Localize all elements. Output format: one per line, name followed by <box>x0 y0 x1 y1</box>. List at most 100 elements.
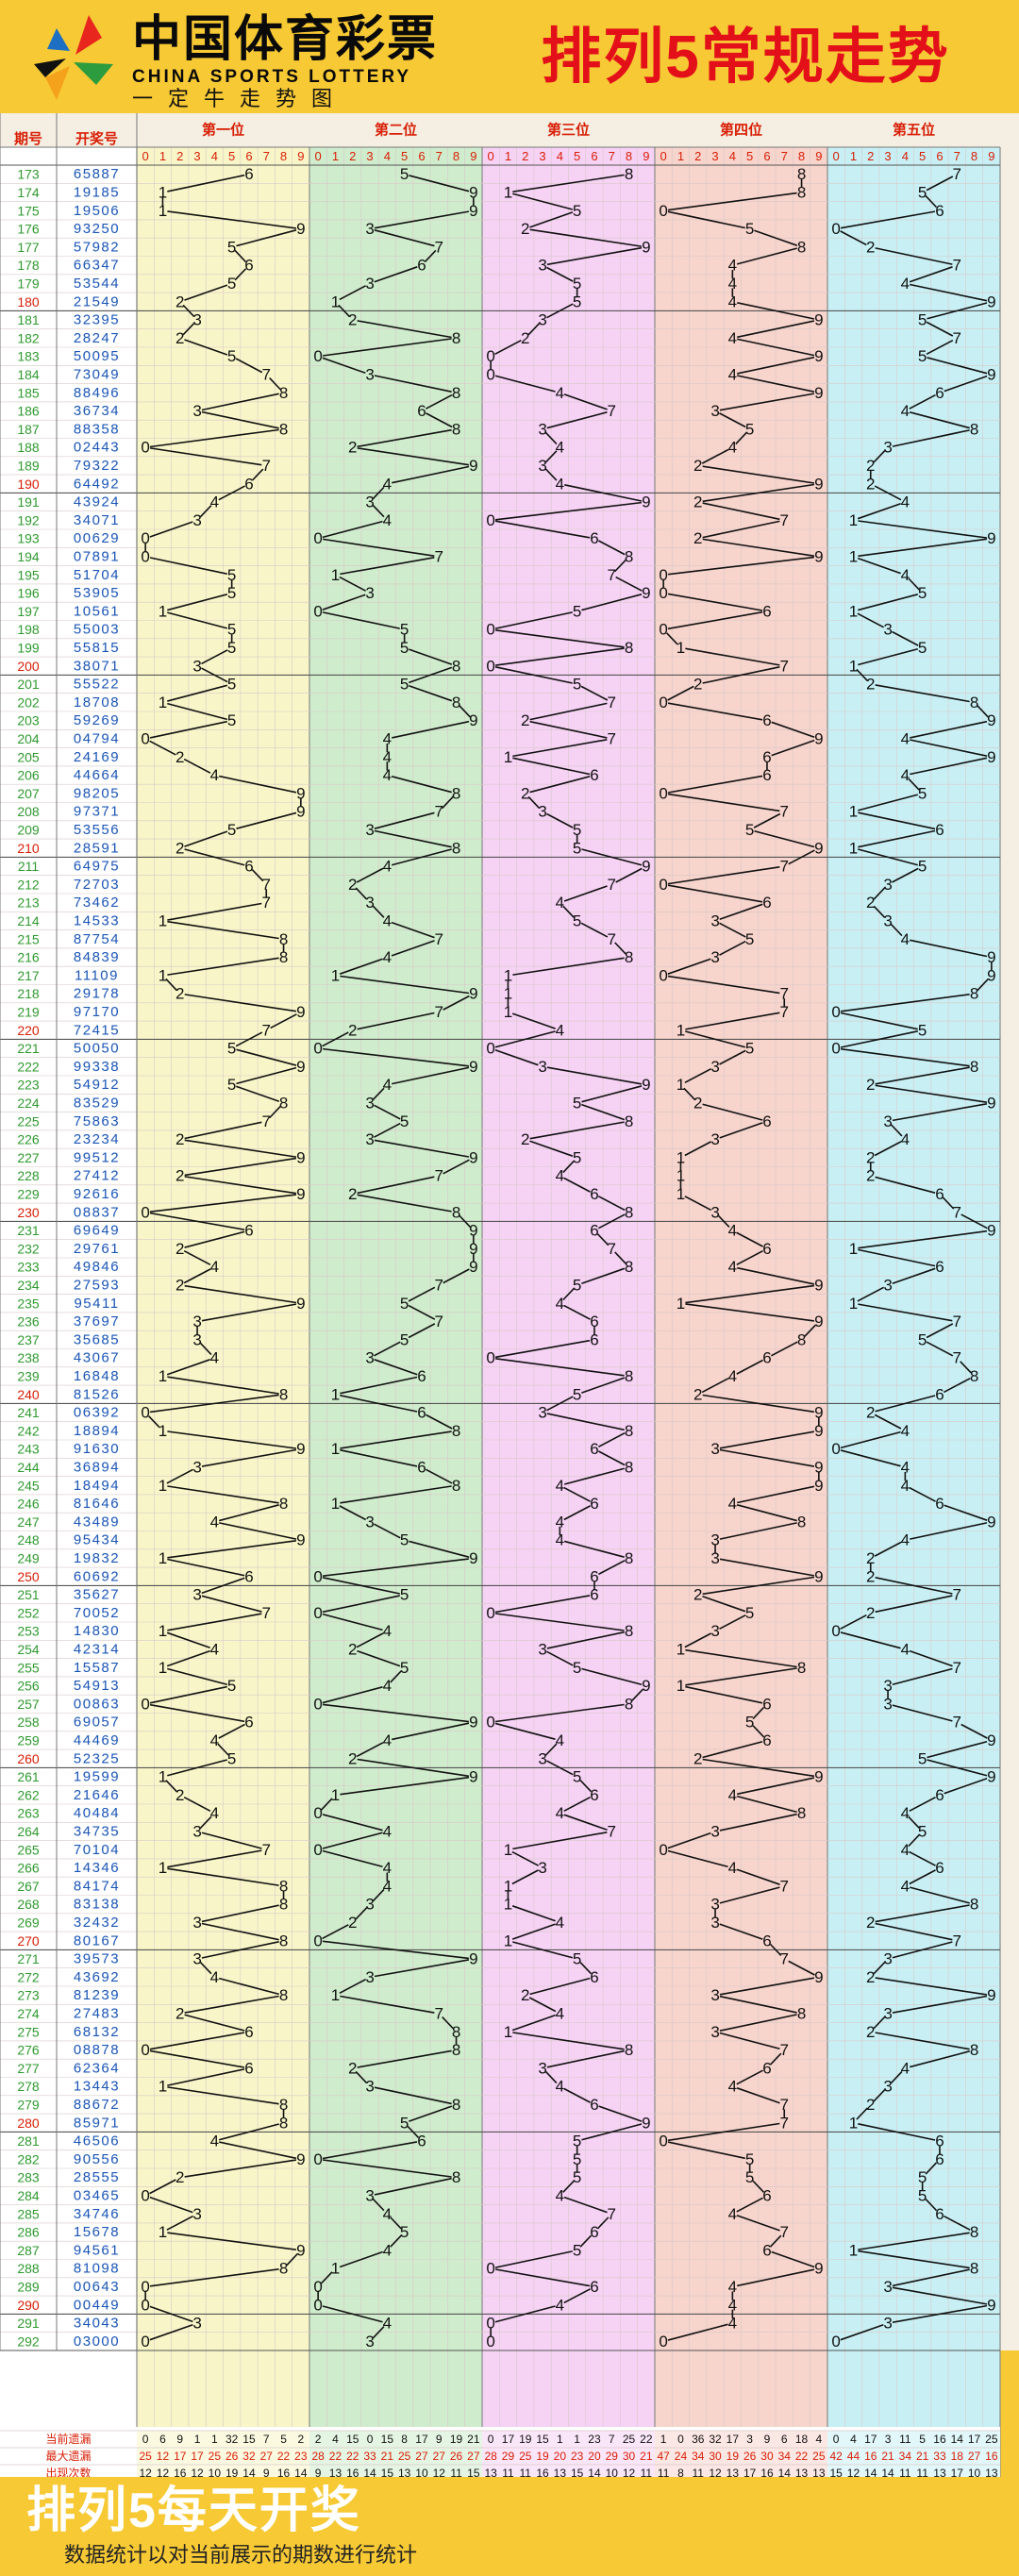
trend-line-pos-3 <box>495 647 625 666</box>
digit-mark-pos-1: 3 <box>192 1586 201 1604</box>
issue-label: 189 <box>17 458 40 473</box>
stats-value: 6 <box>781 2433 788 2446</box>
digit-mark-pos-2: 2 <box>348 1749 357 1767</box>
digit-mark-pos-3: 4 <box>556 439 564 457</box>
trend-line-pos-5 <box>944 1504 988 1521</box>
trend-line-pos-5 <box>943 2215 971 2231</box>
digit-mark-pos-4: 1 <box>677 1185 685 1203</box>
stats-value: 13 <box>329 2467 342 2477</box>
stats-value: 12 <box>709 2467 722 2477</box>
trend-line-pos-5 <box>927 1759 988 1777</box>
trend-line-pos-2 <box>339 958 383 975</box>
trend-line-pos-4 <box>667 793 780 812</box>
stats-value: 5 <box>919 2433 926 2446</box>
trend-line-pos-5 <box>910 720 988 739</box>
digit-mark-pos-1: 2 <box>175 329 184 347</box>
digit-mark-pos-4: 6 <box>762 1349 771 1367</box>
digit-mark-pos-1: 5 <box>227 676 236 694</box>
issue-label: 265 <box>17 1842 40 1857</box>
digit-mark-pos-1: 9 <box>296 2241 305 2259</box>
trend-line-pos-2 <box>322 1595 400 1614</box>
digit-mark-pos-2: 8 <box>452 1422 460 1440</box>
trend-line-pos-1 <box>184 1139 297 1158</box>
trend-line-pos-1 <box>167 594 228 611</box>
trend-line-pos-4 <box>702 538 815 557</box>
trend-line-pos-5 <box>858 811 936 830</box>
trend-line-pos-4 <box>702 1103 763 1121</box>
trend-line-pos-5 <box>856 668 868 681</box>
digit-mark-pos-3: 0 <box>486 511 494 529</box>
trend-line-pos-5 <box>909 266 953 283</box>
digit-mark-pos-4: 3 <box>710 1130 719 1148</box>
issue-label: 187 <box>17 422 40 437</box>
issue-label: 284 <box>17 2188 40 2203</box>
digit-mark-pos-4: 6 <box>762 2186 771 2204</box>
draw-number: 50095 <box>74 348 120 364</box>
trend-line-pos-2 <box>392 465 470 484</box>
trend-line-pos-2 <box>339 576 367 592</box>
trend-line-pos-2 <box>425 1413 453 1430</box>
trend-line-pos-2 <box>390 2216 402 2230</box>
digit-mark-pos-4: 3 <box>710 1986 719 2004</box>
issue-label: 217 <box>17 968 40 983</box>
number-header: 开奖号 <box>75 130 118 147</box>
draw-number: 08878 <box>74 2042 120 2058</box>
draw-number: 43489 <box>74 1514 120 1530</box>
issue-label: 231 <box>17 1223 40 1238</box>
digit-mark-pos-2: 4 <box>383 948 392 966</box>
digit-mark-pos-2: 8 <box>452 694 460 711</box>
draw-number: 53556 <box>74 822 120 838</box>
digit-mark-pos-3: 9 <box>642 1076 650 1094</box>
draw-number: 39573 <box>74 1951 120 1967</box>
digit-mark-pos-5: 0 <box>831 1440 840 1458</box>
stats-label: 出现次数 <box>45 2466 91 2477</box>
trend-line-pos-3 <box>615 867 643 883</box>
trend-line-pos-1 <box>167 611 228 629</box>
issue-label: 255 <box>17 1660 40 1675</box>
stats-value: 10 <box>415 2467 428 2477</box>
digit-mark-pos-4: 1 <box>677 1148 685 1166</box>
digit-mark-pos-1: 9 <box>296 1148 305 1166</box>
brand-en: CHINA SPORTS LOTTERY <box>132 67 412 87</box>
trend-line-pos-1 <box>201 1904 279 1923</box>
digit-mark-pos-2: 2 <box>348 311 357 329</box>
digit-mark-pos-3: 4 <box>556 894 564 912</box>
trend-line-pos-5 <box>873 905 886 918</box>
draw-number: 97170 <box>74 1004 120 1020</box>
digit-mark-pos-5: 3 <box>883 2078 892 2096</box>
digit-mark-pos-4: 2 <box>693 1749 702 1767</box>
digit-mark-pos-3: 4 <box>556 1804 564 1822</box>
digit-mark-pos-1: 2 <box>175 2168 184 2186</box>
trend-line-pos-5 <box>858 2232 970 2250</box>
trend-line-pos-4 <box>667 685 694 701</box>
trend-line-pos-2 <box>391 848 452 866</box>
issue-label: 290 <box>17 2298 40 2313</box>
draw-number: 98205 <box>74 785 120 801</box>
trend-line-pos-4 <box>735 431 747 445</box>
trend-line-pos-5 <box>942 1196 955 1210</box>
issue-label: 260 <box>17 1751 40 1766</box>
trend-line-pos-3 <box>579 1780 593 1793</box>
stats-value: 34 <box>899 2450 912 2463</box>
digit-mark-pos-4: 5 <box>745 1604 754 1622</box>
trend-line-pos-5 <box>873 887 886 900</box>
digit-mark-pos-2: 1 <box>331 966 340 984</box>
trend-line-pos-2 <box>374 2177 452 2196</box>
digit-mark-pos-2: 4 <box>383 2315 392 2333</box>
trend-line-pos-3 <box>597 540 626 556</box>
stats-value: 10 <box>209 2467 222 2477</box>
draw-number: 27593 <box>74 1277 120 1293</box>
trend-line-pos-3 <box>546 812 574 828</box>
trend-line-pos-3 <box>512 174 625 192</box>
trend-line-pos-1 <box>183 1796 211 1813</box>
digit-mark-pos-3: 3 <box>538 1058 546 1076</box>
trend-line-pos-1 <box>219 2141 297 2160</box>
trend-line-pos-3 <box>563 1486 591 1502</box>
trend-line-pos-2 <box>407 2125 420 2138</box>
issue-label: 241 <box>17 1405 40 1420</box>
issue-label: 179 <box>17 276 40 291</box>
digit-mark-pos-3: 3 <box>538 420 546 438</box>
digit-mark-pos-5: 2 <box>866 894 875 912</box>
trend-line-pos-5 <box>909 1869 936 1885</box>
trend-line-pos-4 <box>719 1522 797 1540</box>
